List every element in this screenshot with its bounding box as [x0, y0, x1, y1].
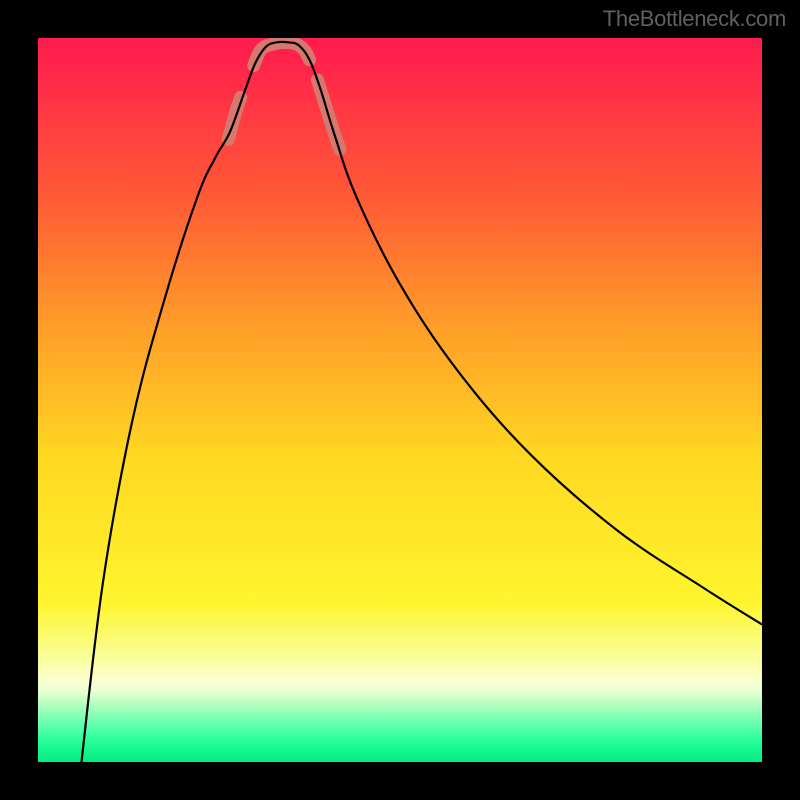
- plot-area: [38, 38, 762, 762]
- watermark-text: TheBottleneck.com: [603, 6, 786, 32]
- highlight-segment: [254, 42, 310, 65]
- bottleneck-curve: [81, 42, 762, 762]
- chart-svg: [38, 38, 762, 762]
